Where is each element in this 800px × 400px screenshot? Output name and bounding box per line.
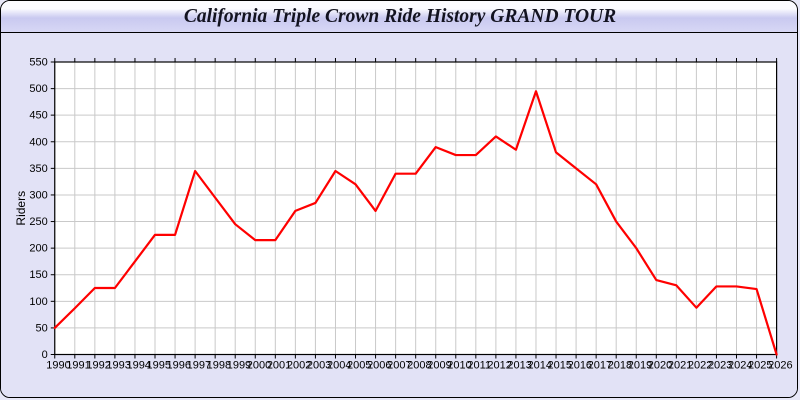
svg-text:400: 400 bbox=[29, 136, 47, 148]
svg-text:450: 450 bbox=[29, 110, 47, 122]
svg-text:50: 50 bbox=[36, 322, 48, 334]
svg-text:2026: 2026 bbox=[768, 360, 792, 372]
svg-text:200: 200 bbox=[29, 243, 47, 255]
svg-text:300: 300 bbox=[29, 189, 47, 201]
svg-text:Riders: Riders bbox=[14, 191, 28, 226]
svg-text:350: 350 bbox=[29, 163, 47, 175]
svg-text:250: 250 bbox=[29, 216, 47, 228]
svg-text:100: 100 bbox=[29, 296, 47, 308]
svg-text:550: 550 bbox=[29, 57, 47, 69]
svg-text:500: 500 bbox=[29, 83, 47, 95]
svg-text:150: 150 bbox=[29, 269, 47, 281]
